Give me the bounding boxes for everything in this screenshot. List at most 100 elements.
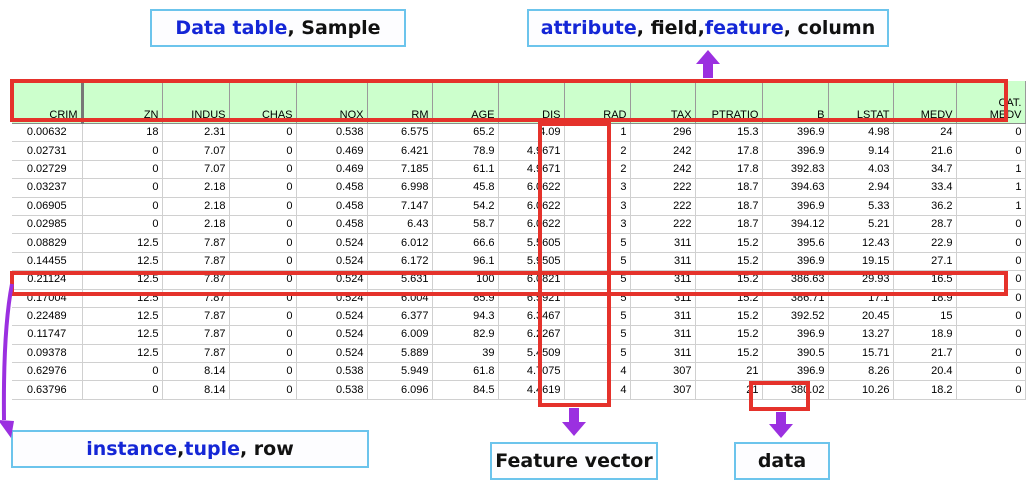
table-cell: 33.4: [893, 178, 957, 198]
column-header-line: CAT.: [998, 97, 1022, 109]
table-cell: 0: [229, 178, 297, 198]
data-label: data: [734, 442, 830, 480]
table-cell: 0.00632: [12, 123, 83, 143]
table-cell: 12.5: [82, 344, 163, 364]
table-cell: 0.09378: [12, 344, 83, 364]
table-cell: 0: [956, 215, 1026, 235]
table-cell: 0.469: [296, 160, 368, 180]
table-cell: 0: [82, 141, 163, 161]
table-cell: 18.7: [695, 178, 763, 198]
table-cell: 15.2: [695, 289, 763, 308]
table-cell: 4: [564, 362, 631, 382]
table-cell: 24: [893, 123, 957, 143]
table-cell: 12.5: [82, 252, 163, 272]
table-cell: 0: [956, 289, 1026, 308]
table-cell: 0: [229, 123, 297, 143]
table-cell: 18.7: [695, 197, 763, 216]
table-row: 0.02731 0 7.07 0 0.469 6.421 78.9 4.9671 2 242 17.…: [12, 141, 1026, 161]
table-cell: 0: [956, 233, 1026, 253]
table-cell: 17.8: [695, 141, 763, 161]
table-cell: 12.5: [82, 307, 163, 327]
table-cell: 15.2: [695, 233, 763, 253]
table-cell: 58.7: [432, 215, 499, 235]
table-cell: 311: [630, 307, 696, 327]
table-cell: 6.0821: [498, 270, 565, 290]
table-cell: 27.1: [893, 252, 957, 272]
table-cell: 82.9: [432, 325, 499, 345]
table-cell: 5: [564, 252, 631, 272]
table-cell: 61.1: [432, 160, 499, 180]
column-header: RAD: [564, 81, 631, 124]
table-cell: 84.5: [432, 380, 499, 400]
table-cell: 222: [630, 178, 696, 198]
table-cell: 4.03: [828, 160, 894, 180]
table-cell: 395.6: [762, 233, 829, 253]
table-cell: 6.421: [367, 141, 433, 161]
table-cell: 1: [956, 178, 1026, 198]
table-cell: 0: [956, 270, 1026, 290]
table-row: 0.63796 0 8.14 0 0.538 6.096 84.5 4.4619 4 307 21 3…: [12, 380, 1026, 400]
column-header: CHAS: [229, 81, 297, 124]
table-cell: 0.62976: [12, 362, 83, 382]
table-cell: 29.93: [828, 270, 894, 290]
table-cell: 15: [893, 307, 957, 327]
table-cell: 392.83: [762, 160, 829, 180]
table-cell: 100: [432, 270, 499, 290]
table-cell: 15.71: [828, 344, 894, 364]
table-cell: 6.096: [367, 380, 433, 400]
table-cell: 13.27: [828, 325, 894, 345]
table-cell: 3: [564, 197, 631, 216]
table-cell: 0.11747: [12, 325, 83, 345]
table-row: 0.09378 12.5 7.87 0 0.524 5.889 39 5.4509 5 311 15…: [12, 344, 1026, 364]
table-cell: 6.0622: [498, 197, 565, 216]
table-cell: 4.4619: [498, 380, 565, 400]
table-cell: 66.6: [432, 233, 499, 253]
table-cell: 17.8: [695, 160, 763, 180]
table-cell: 39: [432, 344, 499, 364]
table-cell: 0: [956, 141, 1026, 161]
table-cell: 0.524: [296, 325, 368, 345]
table-cell: 45.8: [432, 178, 499, 198]
table-cell: 6.998: [367, 178, 433, 198]
table-cell: 7.87: [162, 344, 230, 364]
table-cell: 0.524: [296, 307, 368, 327]
table-cell: 2: [564, 160, 631, 180]
table-cell: 94.3: [432, 307, 499, 327]
table-cell: 20.4: [893, 362, 957, 382]
table-cell: 242: [630, 160, 696, 180]
table-cell: 5.9505: [498, 252, 565, 272]
table-cell: 0.22489: [12, 307, 83, 327]
table-cell: 6.0622: [498, 178, 565, 198]
table-cell: 2.18: [162, 197, 230, 216]
table-cell: 0: [82, 178, 163, 198]
table-cell: 7.87: [162, 289, 230, 308]
boston-housing-table: CRIM ZN INDUS CHAS NOX RM AGE DIS RAD TAX PTRATIO B…: [12, 81, 1026, 400]
table-cell: 5.5605: [498, 233, 565, 253]
column-header: CRIM: [12, 81, 84, 124]
table-cell: 19.15: [828, 252, 894, 272]
table-cell: 0.08829: [12, 233, 83, 253]
table-cell: 12.5: [82, 270, 163, 290]
table-cell: 1: [956, 197, 1026, 216]
table-cell: 7.87: [162, 307, 230, 327]
table-cell: 21: [695, 380, 763, 400]
table-cell: 5: [564, 233, 631, 253]
table-cell: 0.458: [296, 215, 368, 235]
table-cell: 8.14: [162, 362, 230, 382]
table-cell: 16.5: [893, 270, 957, 290]
table-cell: 34.7: [893, 160, 957, 180]
table-cell: 307: [630, 380, 696, 400]
table-cell: 396.9: [762, 141, 829, 161]
table-cell: 5.33: [828, 197, 894, 216]
table-cell: 6.0622: [498, 215, 565, 235]
attribute-term: attribute: [540, 17, 637, 39]
table-cell: 5: [564, 270, 631, 290]
table-cell: 0: [229, 289, 297, 308]
table-cell: 0: [229, 160, 297, 180]
table-cell: 6.3467: [498, 307, 565, 327]
table-cell: 311: [630, 270, 696, 290]
table-cell: 0: [229, 233, 297, 253]
table-cell: 21.7: [893, 344, 957, 364]
table-cell: 311: [630, 252, 696, 272]
table-cell: 6.5921: [498, 289, 565, 308]
